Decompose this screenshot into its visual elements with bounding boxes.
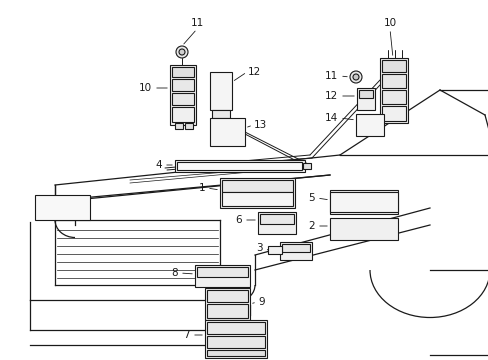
Text: 12: 12 xyxy=(247,67,261,77)
Bar xyxy=(358,90,372,98)
Bar xyxy=(175,160,305,172)
Bar xyxy=(220,178,294,208)
Bar xyxy=(172,107,194,122)
Circle shape xyxy=(349,71,361,83)
Text: 3: 3 xyxy=(256,243,263,253)
Text: 10: 10 xyxy=(383,18,396,28)
Bar xyxy=(329,218,397,240)
Text: 14: 14 xyxy=(324,113,337,123)
Bar xyxy=(381,74,405,88)
Bar xyxy=(356,88,374,110)
Bar xyxy=(172,79,194,91)
Bar xyxy=(267,246,282,254)
Text: 9: 9 xyxy=(258,297,264,307)
Bar xyxy=(329,190,397,214)
Bar xyxy=(222,180,292,192)
Bar xyxy=(303,163,310,169)
Bar xyxy=(206,322,264,334)
Text: 6: 6 xyxy=(235,215,242,225)
Bar xyxy=(206,290,247,302)
Bar xyxy=(282,244,309,252)
Text: 7: 7 xyxy=(183,330,190,340)
Bar xyxy=(197,267,247,277)
Bar xyxy=(381,90,405,104)
Bar xyxy=(204,288,249,320)
Bar xyxy=(260,214,293,224)
Bar xyxy=(355,114,383,136)
Circle shape xyxy=(179,49,184,55)
Bar xyxy=(206,350,264,356)
Text: 10: 10 xyxy=(139,83,152,93)
Bar xyxy=(195,265,249,287)
Bar xyxy=(379,58,407,123)
Bar xyxy=(206,304,247,318)
Circle shape xyxy=(176,46,187,58)
Bar xyxy=(206,336,264,348)
Text: 8: 8 xyxy=(171,268,178,278)
Text: 13: 13 xyxy=(253,120,267,130)
Bar xyxy=(35,195,90,220)
Bar xyxy=(329,192,397,212)
Bar xyxy=(258,212,295,234)
Text: 11: 11 xyxy=(324,71,337,81)
Text: 1: 1 xyxy=(198,183,204,193)
Bar xyxy=(177,162,302,170)
Bar xyxy=(175,123,183,129)
Text: 12: 12 xyxy=(324,91,337,101)
Text: 5: 5 xyxy=(308,193,314,203)
Bar xyxy=(381,106,405,121)
Bar xyxy=(280,242,311,260)
Text: 11: 11 xyxy=(190,18,203,28)
Bar xyxy=(184,123,193,129)
Text: 2: 2 xyxy=(308,221,314,231)
Circle shape xyxy=(352,74,358,80)
Bar xyxy=(212,110,229,118)
Bar xyxy=(222,192,292,206)
Bar xyxy=(209,72,231,110)
Bar xyxy=(172,93,194,105)
Bar xyxy=(209,118,244,146)
Text: 4: 4 xyxy=(155,160,162,170)
Bar xyxy=(172,67,194,77)
Bar xyxy=(204,320,266,358)
Bar xyxy=(170,65,196,125)
Bar xyxy=(381,60,405,72)
